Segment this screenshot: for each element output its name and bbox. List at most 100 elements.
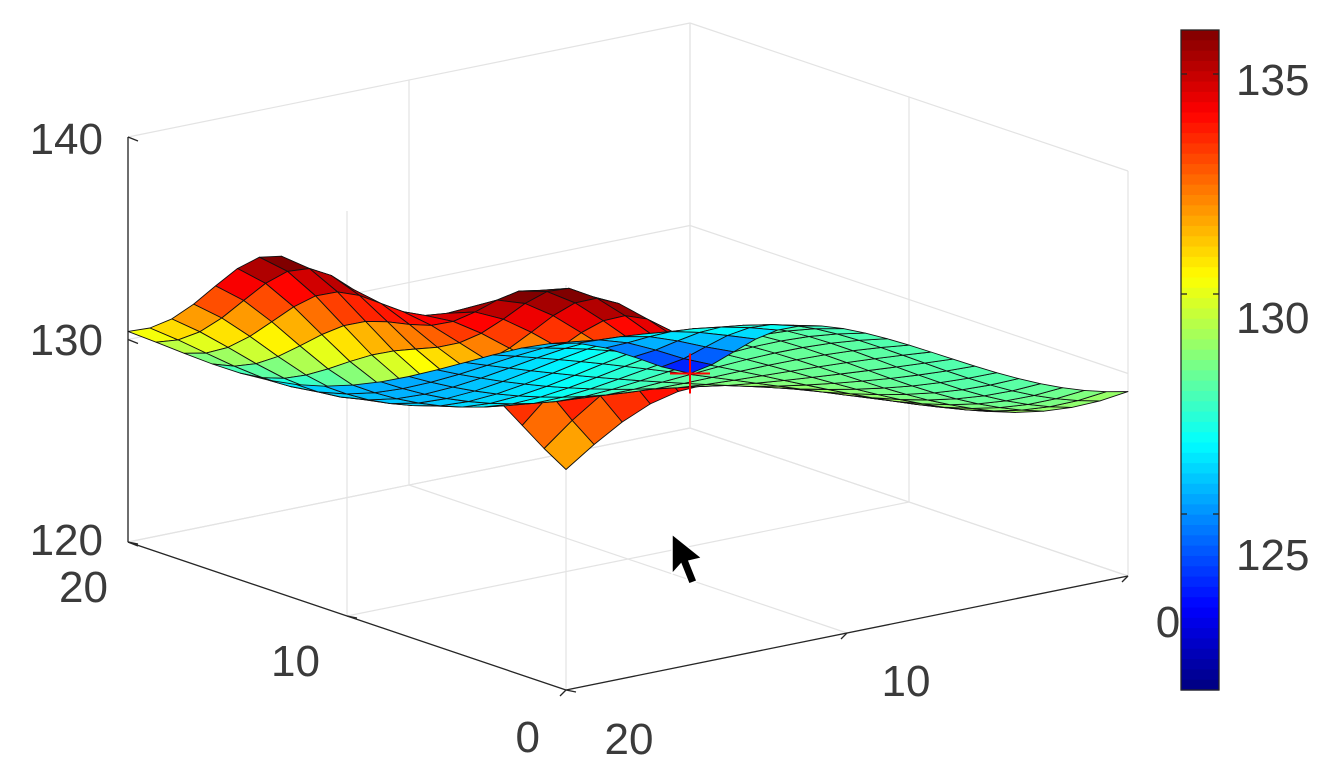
y-tick-0: 0 (516, 713, 540, 762)
colorbar-frame (1180, 29, 1220, 691)
y-tick-20: 20 (59, 563, 108, 612)
y-tick-mark (565, 689, 577, 693)
arrow-cursor-icon (671, 532, 704, 585)
y-tick-mark (346, 615, 358, 619)
x-tick-mark (1121, 575, 1129, 583)
colorbar-segment (1181, 112, 1219, 124)
colorbar-segment (1181, 318, 1219, 330)
grid-line-z140 (127, 22, 691, 138)
z-tick-140: 140 (30, 115, 103, 164)
colorbar-segment (1181, 267, 1219, 279)
colorbar-segment (1181, 535, 1219, 547)
colorbar-segment (1181, 463, 1219, 475)
z-tick-130: 130 (30, 316, 103, 365)
colorbar-segment (1181, 122, 1219, 134)
colorbar-segment (1181, 174, 1219, 186)
colorbar-segment (1181, 473, 1219, 485)
colorbar-segment (1181, 607, 1219, 619)
x-tick-20: 20 (605, 715, 654, 764)
floor-grid-x20 (689, 427, 1129, 577)
colorbar-segment (1181, 566, 1219, 578)
colorbar-segment (1181, 628, 1219, 640)
x-tick-mark (559, 689, 567, 697)
colorbar-segment (1181, 81, 1219, 93)
colorbar-segment (1181, 40, 1219, 52)
colorbar-segment (1181, 401, 1219, 413)
colorbar-gradient (1181, 30, 1219, 691)
colorbar-segment (1181, 153, 1219, 165)
colorbar-segment (1181, 205, 1219, 217)
colorbar-segment (1181, 638, 1219, 650)
colorbar-segment (1181, 648, 1219, 660)
z-tick-mark (127, 541, 139, 547)
axes (127, 136, 1129, 697)
colorbar: 135 130 125 (1180, 29, 1309, 691)
colorbar-segment (1181, 679, 1219, 691)
colorbar-segment (1181, 329, 1219, 340)
colorbar-segment (1181, 215, 1219, 227)
z-tick-mark (127, 338, 139, 345)
colorbar-segment (1181, 30, 1219, 41)
colorbar-segment (1181, 308, 1219, 320)
colorbar-segment (1181, 339, 1219, 351)
colorbar-segment (1181, 91, 1219, 103)
z-tick-mark (127, 136, 139, 142)
tick-labels: 140 130 120 20 10 0 20 10 0 (30, 115, 1181, 764)
floor-grid-y10 (346, 501, 910, 617)
colorbar-segment (1181, 287, 1219, 299)
colorbar-segment (1181, 597, 1219, 609)
colorbar-segment (1181, 421, 1219, 433)
z-tick-120: 120 (30, 516, 103, 565)
colorbar-segment (1181, 225, 1219, 237)
colorbar-segment (1181, 380, 1219, 392)
colorbar-segment (1181, 494, 1219, 505)
colorbar-segment (1181, 659, 1219, 670)
colorbar-segment (1181, 483, 1219, 495)
colorbar-ticks (1181, 73, 1219, 515)
colorbar-segment (1181, 504, 1219, 516)
y-tick-10: 10 (271, 637, 320, 686)
grid-line-zr140 (689, 22, 1129, 172)
colorbar-segment (1181, 669, 1219, 681)
colorbar-segment (1181, 256, 1219, 268)
colorbar-segment (1181, 50, 1219, 62)
colorbar-segment (1181, 360, 1219, 371)
colorbar-segment (1181, 390, 1219, 402)
colorbar-segment (1181, 432, 1219, 444)
colorbar-segment (1181, 411, 1219, 423)
colorbar-segment (1181, 60, 1219, 72)
colorbar-segment (1181, 164, 1219, 175)
colorbar-segment (1181, 442, 1219, 454)
colorbar-segment (1181, 102, 1219, 114)
colorbar-tick-130: 130 (1236, 294, 1309, 343)
colorbar-segment (1181, 195, 1219, 206)
x-tick-0: 0 (1156, 598, 1180, 647)
colorbar-segment (1181, 133, 1219, 145)
x-tick-10: 10 (882, 657, 931, 706)
colorbar-segment (1181, 298, 1219, 310)
colorbar-segment (1181, 71, 1219, 83)
colorbar-segment (1181, 246, 1219, 258)
colorbar-segment (1181, 452, 1219, 464)
grid-line-zr130 (689, 224, 1129, 375)
colorbar-segment (1181, 576, 1219, 588)
colorbar-segment (1181, 143, 1219, 155)
colorbar-segment (1181, 277, 1219, 289)
colorbar-segment (1181, 555, 1219, 567)
colorbar-segment (1181, 184, 1219, 196)
colorbar-segment (1181, 617, 1219, 629)
colorbar-segment (1181, 370, 1219, 382)
colorbar-segment (1181, 349, 1219, 361)
x-tick-mark (840, 632, 848, 640)
colorbar-segment (1181, 545, 1219, 557)
floor-grid-y20 (127, 427, 691, 543)
data-marker (670, 353, 710, 394)
colorbar-tick-135: 135 (1236, 56, 1309, 105)
colorbar-segment (1181, 514, 1219, 526)
colorbar-tick-125: 125 (1236, 531, 1309, 580)
surface-mesh (127, 255, 1129, 470)
colorbar-segment (1181, 586, 1219, 598)
colorbar-segment (1181, 236, 1219, 248)
colorbar-segment (1181, 525, 1219, 536)
